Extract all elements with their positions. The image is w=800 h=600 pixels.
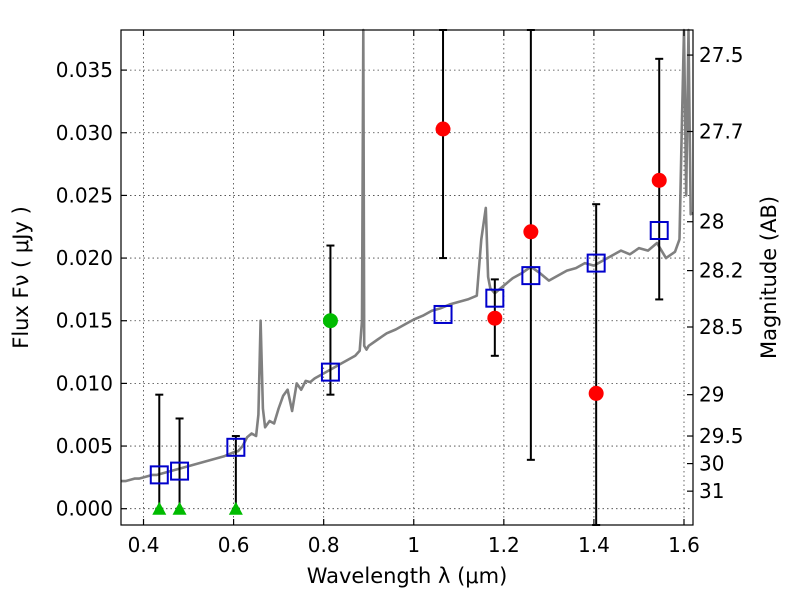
upper-limit-triangle xyxy=(228,501,243,515)
mag-tick-label: 28.5 xyxy=(699,315,744,339)
y-tick-label: 0.025 xyxy=(56,183,113,207)
grid-lines xyxy=(121,30,693,525)
mag-tick-label: 28.2 xyxy=(699,259,744,283)
y-tick-label: 0.035 xyxy=(56,58,113,82)
y-tick-label: 0.005 xyxy=(56,434,113,458)
mag-tick-label: 28 xyxy=(699,210,724,234)
measured-flux-point xyxy=(651,172,667,188)
y-axis-label: Flux Fν ( μJy ) xyxy=(9,206,33,349)
model-photometry-square xyxy=(649,221,669,241)
y-tick-label: 0.015 xyxy=(56,309,113,333)
model-sed-line xyxy=(121,28,694,483)
measured-flux-point xyxy=(523,224,539,240)
y-tick-label: 0.020 xyxy=(56,246,113,270)
model-sed-layer xyxy=(121,28,694,483)
x-axis-label: Wavelength λ (μm) xyxy=(307,564,508,588)
mag-tick-label: 30 xyxy=(699,452,724,476)
y-tick-label: 0.010 xyxy=(56,371,113,395)
model-photometry-square xyxy=(226,437,246,457)
mag-tick-label: 31 xyxy=(699,479,724,503)
x-tick-label: 0.8 xyxy=(308,533,340,557)
model-photometry-square xyxy=(521,266,541,286)
measured-flux-point xyxy=(435,121,451,137)
model-photometry-square xyxy=(433,304,453,324)
mag-tick-label: 27.7 xyxy=(699,120,744,144)
x-tick-label: 0.4 xyxy=(128,533,160,557)
x-tick-label: 0.6 xyxy=(218,533,250,557)
x-tick-label: 1 xyxy=(407,533,420,557)
error-bars xyxy=(155,29,664,526)
y-tick-label: 0.000 xyxy=(56,497,113,521)
model-photometry-square xyxy=(149,465,169,485)
detection-point xyxy=(322,313,338,329)
y-tick-label: 0.030 xyxy=(56,121,113,145)
model-photometry-square xyxy=(320,362,340,382)
x-tick-label: 1.2 xyxy=(488,533,520,557)
data-markers xyxy=(149,121,669,515)
model-photometry-square xyxy=(586,253,606,273)
x-tick-label: 1.4 xyxy=(578,533,610,557)
right-axis-label: Magnitude (AB) xyxy=(757,196,781,359)
measured-flux-point xyxy=(588,385,604,401)
model-photometry-square xyxy=(170,461,190,481)
mag-tick-label: 29 xyxy=(699,383,724,407)
model-photometry-square xyxy=(485,288,505,308)
upper-limit-triangle xyxy=(152,501,167,515)
mag-tick-label: 29.5 xyxy=(699,424,744,448)
measured-flux-point xyxy=(487,310,503,326)
mag-tick-label: 27.5 xyxy=(699,43,744,67)
upper-limit-triangle xyxy=(172,501,187,515)
plot-frame xyxy=(120,29,694,526)
x-tick-label: 1.6 xyxy=(668,533,700,557)
axis-ticks: 0.4 0.6 0.8 1 1.2 1.4 1.6 0.000 0.005 0.010 0.015 0… xyxy=(56,30,744,557)
